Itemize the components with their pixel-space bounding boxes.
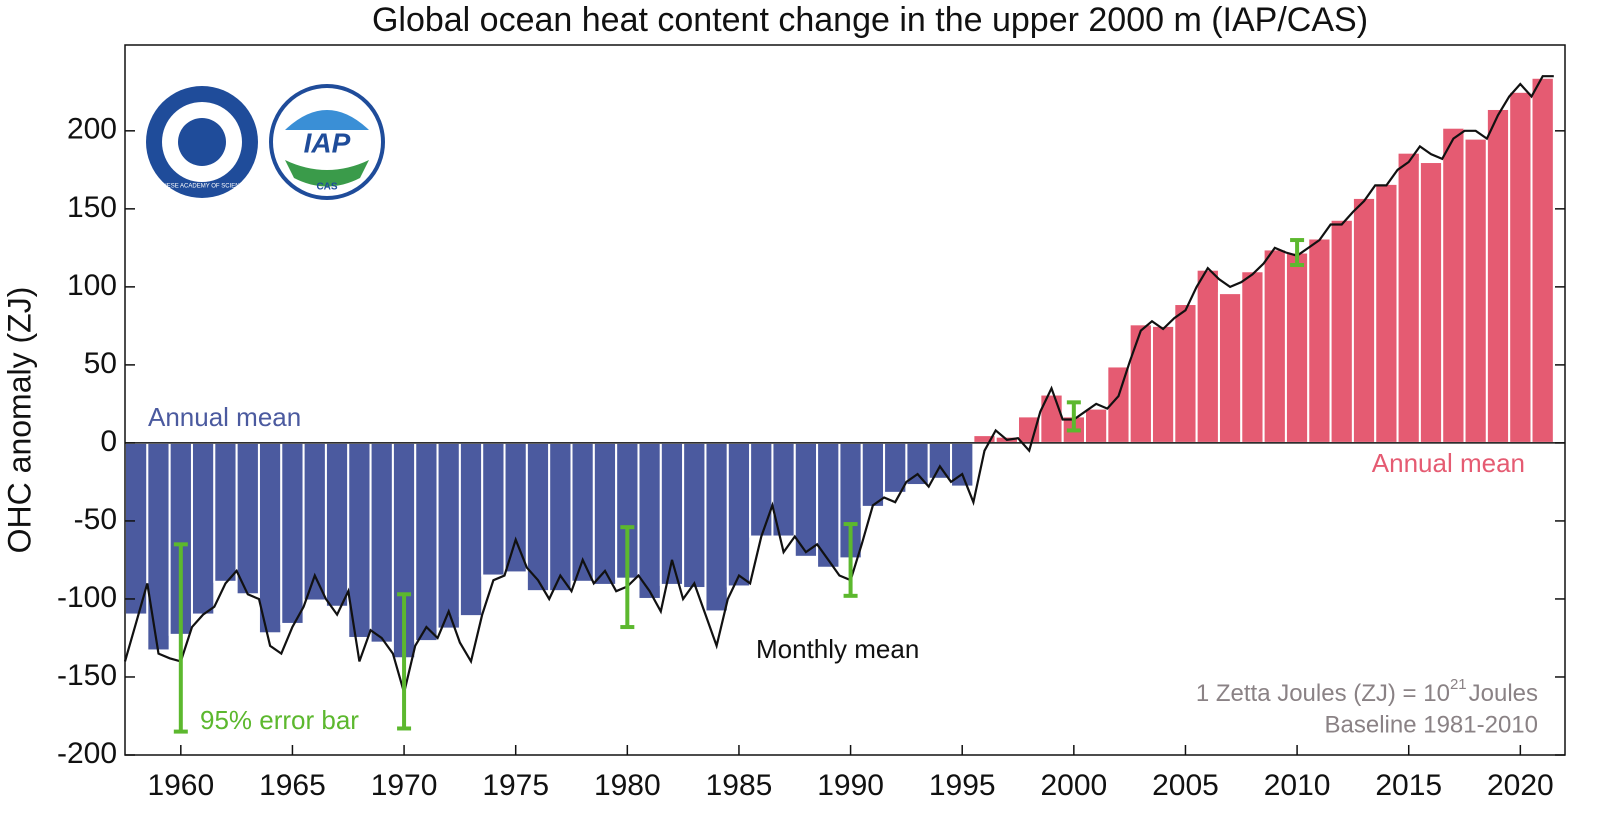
error-bar xyxy=(620,525,635,630)
x-tick-label: 2005 xyxy=(1152,769,1219,802)
unit-note-text: 1 Zetta Joules (ZJ) = 10 xyxy=(1196,680,1450,707)
annual-label-negative: Annual mean xyxy=(148,402,301,432)
error-bar xyxy=(843,522,858,598)
bar xyxy=(146,441,171,652)
bar xyxy=(860,441,886,508)
y-tick-label: 100 xyxy=(67,269,117,302)
bar xyxy=(1262,248,1287,444)
bar xyxy=(257,441,283,635)
bar xyxy=(1128,323,1153,444)
x-tick-label: 2000 xyxy=(1040,769,1107,802)
baseline-note: Baseline 1981-2010 xyxy=(1324,711,1538,738)
x-tick-label: 1980 xyxy=(594,769,661,802)
unit-note: 1 Zetta Joules (ZJ) = 1021Joules xyxy=(1196,676,1538,707)
x-tick-label: 1960 xyxy=(147,769,214,802)
annual-label-positive: Annual mean xyxy=(1372,448,1525,478)
bar xyxy=(548,441,573,593)
bar xyxy=(280,441,305,625)
unit-note-unit: Joules xyxy=(1469,680,1538,707)
x-tick-label: 1965 xyxy=(259,769,326,802)
bar xyxy=(1418,161,1444,444)
x-tick-label: 2010 xyxy=(1264,769,1331,802)
bar xyxy=(190,441,216,616)
x-tick-label: 1990 xyxy=(817,769,884,802)
bar xyxy=(637,441,662,600)
bar xyxy=(1463,137,1488,444)
x-tick-label: 1975 xyxy=(482,769,549,802)
bar xyxy=(1374,182,1399,444)
bar xyxy=(1240,270,1265,444)
error-bar xyxy=(1290,238,1305,268)
y-axis-label: OHC anomaly (ZJ) xyxy=(1,287,37,554)
bar xyxy=(1351,196,1377,444)
monthly-label: Monthly mean xyxy=(756,634,919,664)
error-bar-label: 95% error bar xyxy=(200,705,359,735)
y-tick-label: -150 xyxy=(57,659,117,692)
x-tick-label: 2020 xyxy=(1487,769,1554,802)
chart-title: Global ocean heat content change in the … xyxy=(372,1,1368,39)
bar xyxy=(1084,407,1109,444)
logo-cas-text: CHINESE ACADEMY OF SCIENCES xyxy=(152,184,252,190)
x-tick-label: 2015 xyxy=(1375,769,1442,802)
bar xyxy=(503,441,528,574)
bar xyxy=(927,441,953,480)
plot-area xyxy=(123,75,1565,734)
logo-cas-sub: CAS xyxy=(316,182,337,193)
bar xyxy=(481,441,506,577)
bar xyxy=(1485,107,1511,444)
bar xyxy=(1329,218,1354,444)
y-tick-label: 50 xyxy=(84,347,117,380)
bar xyxy=(235,441,260,596)
x-tick-label: 1985 xyxy=(706,769,773,802)
error-bar xyxy=(397,592,412,731)
bar xyxy=(436,441,461,630)
bar xyxy=(1508,90,1533,444)
bar xyxy=(682,441,707,590)
bar xyxy=(704,441,729,613)
plot-frame xyxy=(124,44,1566,756)
y-tick-label: 200 xyxy=(67,113,117,146)
bar xyxy=(592,441,618,586)
bar xyxy=(883,441,908,494)
bar xyxy=(1150,324,1176,444)
y-tick-label: -100 xyxy=(57,581,117,614)
bar xyxy=(1396,151,1421,444)
bar xyxy=(1217,292,1243,444)
error-bar xyxy=(1066,400,1081,433)
error-bar xyxy=(173,542,188,734)
bar xyxy=(213,441,238,583)
y-tick-label: -200 xyxy=(57,737,117,770)
y-tick-label: 0 xyxy=(100,425,117,458)
bar xyxy=(124,441,149,616)
bar xyxy=(726,441,752,588)
y-tick-label: 150 xyxy=(67,191,117,224)
bar xyxy=(1530,76,1555,444)
y-tick-label: -50 xyxy=(74,503,117,536)
logo-iap-sky xyxy=(285,110,369,130)
bar xyxy=(1441,126,1466,444)
monthly-line xyxy=(123,75,1554,697)
logo-iap-land xyxy=(285,160,369,187)
x-tick-label: 1970 xyxy=(371,769,438,802)
x-tick-label: 1995 xyxy=(929,769,996,802)
logo-cas-flower xyxy=(178,118,226,166)
bar xyxy=(324,441,350,608)
bar xyxy=(1307,237,1332,444)
bar xyxy=(1039,393,1064,444)
logos: CHINESE ACADEMY OF SCIENCES IAP CAS xyxy=(146,84,385,200)
bar xyxy=(749,441,774,538)
logo-iap-text: IAP xyxy=(304,127,351,158)
bar xyxy=(1195,268,1220,444)
bar xyxy=(525,441,551,593)
bar xyxy=(1284,251,1310,444)
bar xyxy=(1173,303,1198,444)
bar xyxy=(369,441,394,644)
unit-note-sup: 21 xyxy=(1450,676,1467,693)
bar xyxy=(414,441,439,643)
bar xyxy=(458,441,484,618)
